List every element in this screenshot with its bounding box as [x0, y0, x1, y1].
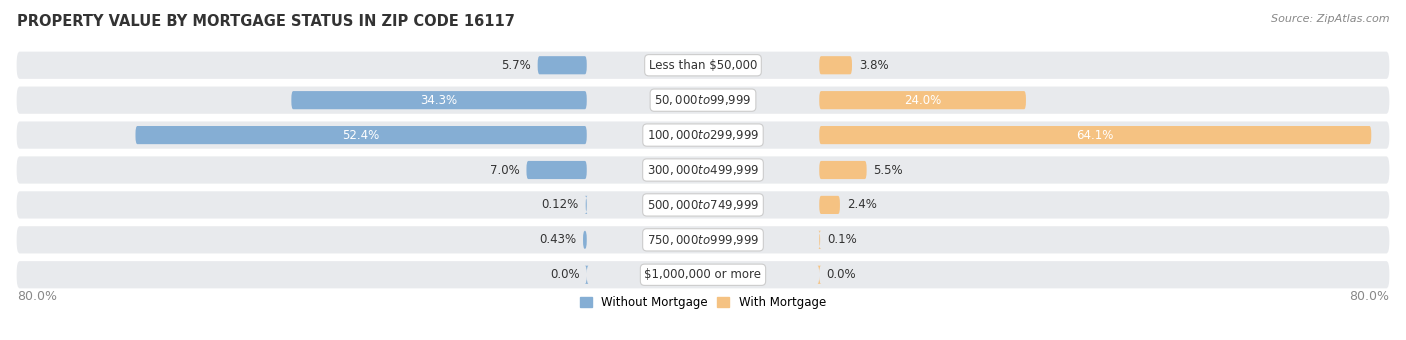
Legend: Without Mortgage, With Mortgage: Without Mortgage, With Mortgage [575, 291, 831, 314]
FancyBboxPatch shape [17, 87, 1389, 114]
Text: $500,000 to $749,999: $500,000 to $749,999 [647, 198, 759, 212]
FancyBboxPatch shape [17, 52, 1389, 79]
FancyBboxPatch shape [820, 56, 852, 74]
FancyBboxPatch shape [291, 91, 586, 109]
FancyBboxPatch shape [135, 126, 586, 144]
FancyBboxPatch shape [817, 266, 821, 284]
Text: 5.7%: 5.7% [501, 59, 531, 72]
Text: $1,000,000 or more: $1,000,000 or more [644, 268, 762, 281]
Text: Source: ZipAtlas.com: Source: ZipAtlas.com [1271, 14, 1389, 23]
FancyBboxPatch shape [820, 196, 839, 214]
Text: 3.8%: 3.8% [859, 59, 889, 72]
FancyBboxPatch shape [820, 126, 1371, 144]
Text: 0.43%: 0.43% [538, 233, 576, 246]
Text: $300,000 to $499,999: $300,000 to $499,999 [647, 163, 759, 177]
Text: 64.1%: 64.1% [1077, 129, 1114, 141]
Text: 34.3%: 34.3% [420, 94, 457, 107]
FancyBboxPatch shape [585, 196, 588, 214]
FancyBboxPatch shape [585, 266, 589, 284]
Text: PROPERTY VALUE BY MORTGAGE STATUS IN ZIP CODE 16117: PROPERTY VALUE BY MORTGAGE STATUS IN ZIP… [17, 14, 515, 29]
Text: Less than $50,000: Less than $50,000 [648, 59, 758, 72]
Text: $50,000 to $99,999: $50,000 to $99,999 [654, 93, 752, 107]
Text: 80.0%: 80.0% [1350, 290, 1389, 303]
FancyBboxPatch shape [17, 121, 1389, 149]
FancyBboxPatch shape [17, 226, 1389, 253]
Text: 52.4%: 52.4% [343, 129, 380, 141]
Text: 7.0%: 7.0% [489, 164, 520, 176]
Text: 2.4%: 2.4% [846, 199, 877, 211]
Text: 0.12%: 0.12% [541, 199, 579, 211]
Text: 0.1%: 0.1% [827, 233, 856, 246]
Text: $750,000 to $999,999: $750,000 to $999,999 [647, 233, 759, 247]
Text: 24.0%: 24.0% [904, 94, 941, 107]
FancyBboxPatch shape [820, 161, 866, 179]
FancyBboxPatch shape [583, 231, 586, 249]
Text: 0.0%: 0.0% [827, 268, 856, 281]
Text: 80.0%: 80.0% [17, 290, 56, 303]
FancyBboxPatch shape [17, 156, 1389, 184]
Text: 5.5%: 5.5% [873, 164, 903, 176]
Text: 0.0%: 0.0% [550, 268, 579, 281]
FancyBboxPatch shape [537, 56, 586, 74]
FancyBboxPatch shape [17, 261, 1389, 288]
FancyBboxPatch shape [17, 191, 1389, 219]
Text: $100,000 to $299,999: $100,000 to $299,999 [647, 128, 759, 142]
FancyBboxPatch shape [820, 91, 1026, 109]
FancyBboxPatch shape [818, 231, 821, 249]
FancyBboxPatch shape [526, 161, 586, 179]
